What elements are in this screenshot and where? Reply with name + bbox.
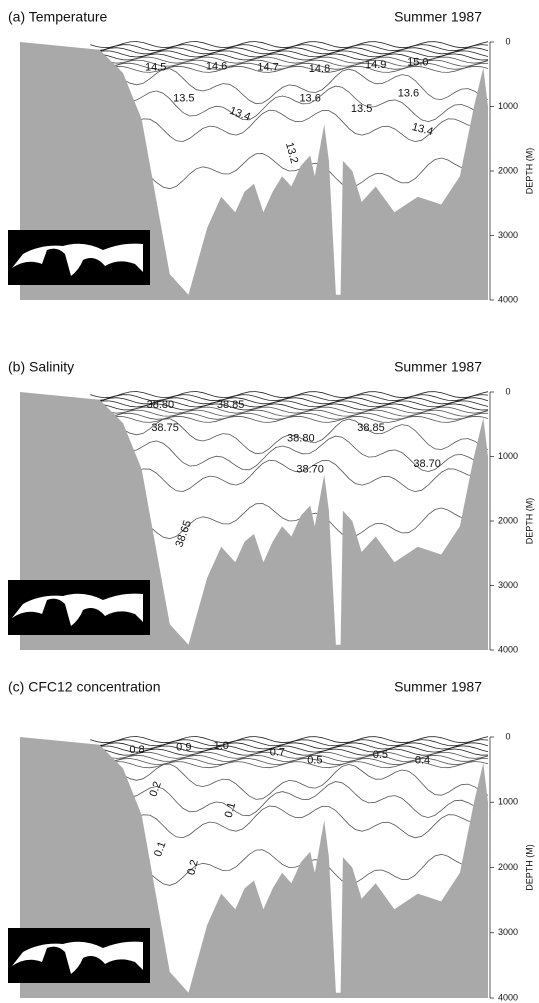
contour-label: 0.1 (152, 840, 169, 858)
y-tick-label: 2000 (498, 862, 518, 872)
contour-line (89, 849, 489, 886)
contour-line (89, 781, 489, 819)
y-tick-label: 1000 (498, 101, 518, 111)
contour-line (90, 736, 489, 744)
contour-line (90, 53, 489, 61)
contour-line (90, 50, 489, 58)
contour-label: 0.2 (185, 859, 201, 877)
contour-label: 14.5 (145, 62, 166, 74)
contour-line (90, 739, 489, 747)
panel-subtitle: Summer 1987 (394, 9, 482, 25)
contour-label: 0.5 (307, 754, 322, 766)
contour-label: 13.2 (283, 141, 300, 165)
y-tick-label: 4000 (498, 294, 518, 304)
contour-label: 13.4 (411, 121, 435, 138)
y-axis-label: DEPTH (M) (524, 498, 534, 545)
contour-label: 0.7 (270, 747, 285, 759)
contour-label: 13.4 (228, 105, 252, 124)
contour-line (90, 394, 489, 402)
contour-label: 38.80 (147, 399, 175, 411)
inset-map (8, 928, 150, 983)
panel-title: (a) Temperature (8, 9, 108, 25)
map-land (12, 243, 143, 276)
inset-map (8, 580, 150, 635)
contour-label: 13.5 (351, 103, 372, 115)
contour-line (90, 59, 489, 67)
contour-line (89, 68, 489, 105)
y-tick-label: 0 (505, 386, 510, 396)
contour-label: 0.8 (129, 744, 144, 756)
y-tick-label: 3000 (498, 580, 518, 590)
contour-label: 1.0 (214, 740, 229, 752)
panel: (a) Temperature Summer 1987 0 1000 2000 3000 4… (8, 9, 534, 304)
inset-map (8, 230, 150, 285)
y-tick-label: 2000 (498, 165, 518, 175)
contour-line (89, 435, 489, 473)
y-tick-label: 4000 (498, 992, 518, 1002)
y-tick-label: 4000 (498, 644, 518, 654)
contour-line (90, 403, 489, 411)
contour-line (90, 745, 489, 753)
contour-line (89, 153, 489, 190)
contour-label: 0.5 (373, 749, 388, 761)
y-tick-label: 1000 (498, 797, 518, 807)
contour-label: 38.85 (217, 399, 245, 411)
contour-label: 13.5 (173, 93, 194, 105)
map-land (12, 593, 143, 626)
panel-title: (b) Salinity (8, 359, 74, 375)
contour-label: 13.6 (398, 88, 419, 100)
contour-label: 38.85 (357, 422, 385, 434)
panel-title: (c) CFC12 concentration (8, 679, 161, 695)
contour-label: 38.75 (151, 422, 179, 434)
contour-label: 13.6 (299, 93, 320, 105)
contour-line (89, 763, 489, 800)
contour-line (90, 801, 489, 839)
contour-line (90, 748, 489, 756)
contour-line (90, 754, 489, 762)
contour-label: 38.80 (287, 432, 315, 444)
map-land (12, 941, 143, 974)
y-tick-label: 3000 (498, 927, 518, 937)
contour-line (89, 503, 489, 540)
contour-line (90, 409, 489, 417)
contour-label: 0.4 (415, 754, 430, 766)
y-tick-label: 1000 (498, 451, 518, 461)
contour-line (90, 44, 489, 52)
contour-label: 38.65 (173, 519, 194, 549)
contour-line (90, 65, 489, 73)
y-tick-label: 3000 (498, 230, 518, 240)
contour-label: 14.8 (309, 63, 330, 75)
contour-line (90, 761, 489, 769)
contour-line (90, 391, 489, 399)
contour-label: 14.6 (206, 60, 227, 72)
y-axis-label: DEPTH (M) (524, 148, 534, 195)
contour-line (90, 41, 489, 49)
contour-label: 0.2 (147, 780, 164, 798)
contour-line (89, 418, 489, 455)
contour-label: 14.9 (365, 59, 386, 71)
contour-line (90, 400, 489, 408)
contour-label: 38.70 (296, 463, 324, 475)
contour-line (89, 85, 489, 123)
y-axis-label: DEPTH (M) (524, 844, 534, 891)
panel-subtitle: Summer 1987 (394, 679, 482, 695)
y-tick-label: 2000 (498, 515, 518, 525)
contour-label: 0.1 (223, 801, 239, 819)
contour-label: 14.7 (257, 62, 278, 74)
contour-line (90, 415, 489, 423)
contour-label: 0.9 (176, 741, 191, 753)
panel: (c) CFC12 concentration Summer 1987 0 1000 2… (8, 679, 534, 1002)
panel: (b) Salinity Summer 1987 0 1000 2000 3000 4000… (8, 359, 534, 654)
contour-line (90, 456, 489, 493)
y-tick-label: 0 (505, 36, 510, 46)
y-tick-label: 0 (505, 731, 510, 741)
contour-line (90, 106, 489, 143)
panel-subtitle: Summer 1987 (394, 359, 482, 375)
contour-label: 38.70 (413, 458, 441, 470)
contour-label: 15.0 (407, 57, 428, 69)
